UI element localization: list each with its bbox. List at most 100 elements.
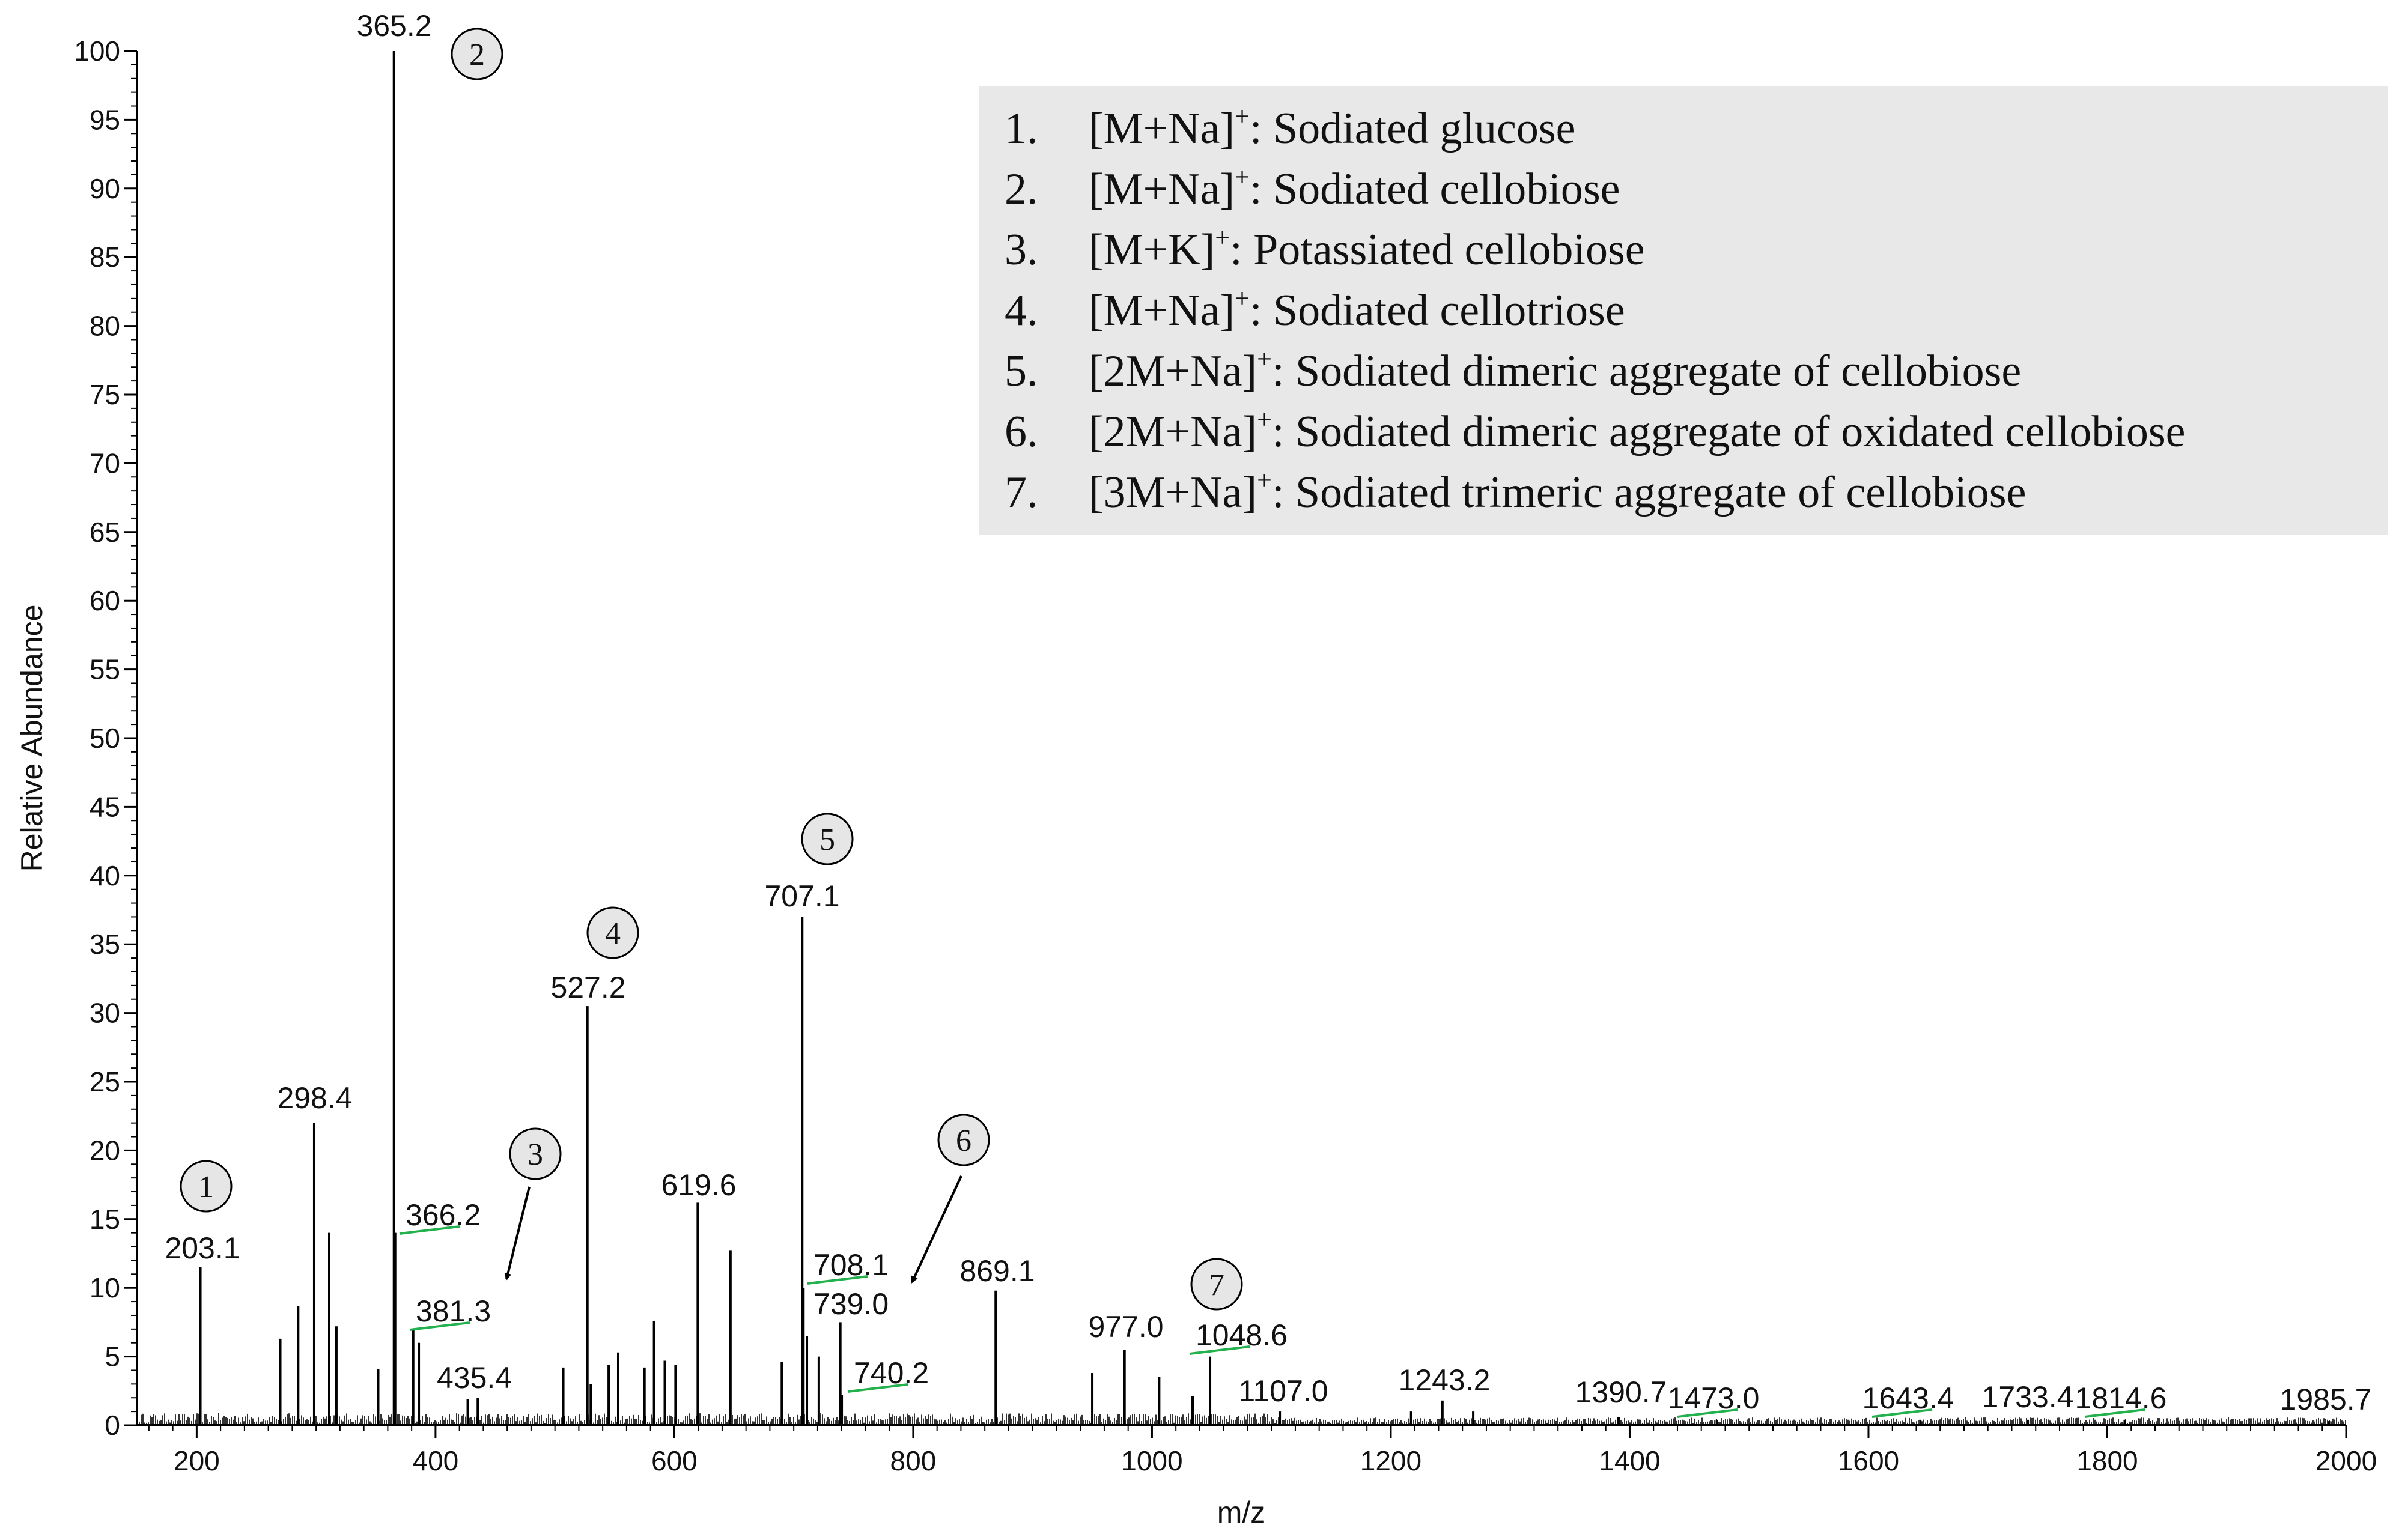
peak-label-707.1: 707.1 (764, 879, 839, 913)
x-tick-label: 400 (413, 1445, 459, 1476)
y-tick-label: 45 (90, 791, 120, 822)
y-tick-label: 10 (90, 1272, 120, 1303)
peak-label-1733.4: 1733.4 (1982, 1380, 2074, 1414)
legend-text: [2M+Na]+: Sodiated dimeric aggregate of … (1089, 405, 2186, 456)
marker-number: 1 (198, 1170, 214, 1204)
peak-label-869.1: 869.1 (959, 1254, 1035, 1288)
peaks (199, 51, 2331, 1425)
legend-entry-5: 5. [2M+Na]+: Sodiated dimeric aggregate o… (1005, 344, 2021, 396)
y-tick-label: 55 (90, 654, 120, 685)
peak-label-435.4: 435.4 (437, 1361, 512, 1395)
x-tick-label: 600 (651, 1445, 698, 1476)
x-tick-label: 2000 (2315, 1445, 2377, 1476)
legend-text: [M+Na]+: Sodiated cellotriose (1089, 283, 1625, 335)
marker-2: 2 (451, 28, 503, 80)
y-tick-label: 5 (105, 1341, 120, 1372)
peak-label-1107.0: 1107.0 (1238, 1374, 1328, 1408)
label-leader (399, 1225, 460, 1235)
y-ticks: 0 5 10 15 20 25 30 35 40 45 50 55 60 65 70 75 80 85 90 95 10… (74, 35, 137, 1441)
label-leader (1871, 1408, 1933, 1418)
legend-text: [M+Na]+: Sodiated cellobiose (1089, 162, 1620, 214)
y-tick-label: 90 (90, 173, 120, 204)
x-tick-label: 800 (890, 1445, 937, 1476)
y-tick-label: 25 (90, 1066, 120, 1097)
legend-text: [M+K]+: Potassiated cellobiose (1089, 223, 1645, 274)
legend-entry-1: 1. [M+Na]+: Sodiated glucose (1005, 102, 1576, 153)
marker-circle (509, 1127, 562, 1180)
y-tick-label: 40 (90, 860, 120, 891)
legend-number: 2. (1005, 165, 1038, 214)
legend-number: 4. (1005, 286, 1038, 335)
label-leader (807, 1275, 868, 1285)
label-leader (1189, 1345, 1250, 1355)
peak-label-1985.7: 1985.7 (2280, 1383, 2372, 1416)
x-tick-label: 1400 (1599, 1445, 1660, 1476)
legend-number: 1. (1005, 104, 1038, 153)
legend-entry-4: 4. [M+Na]+: Sodiated cellotriose (1005, 283, 1625, 335)
legend-text: [3M+Na]+: Sodiated trimeric aggregate of… (1089, 465, 2026, 517)
legend-entry-6: 6. [2M+Na]+: Sodiated dimeric aggregate o… (1005, 405, 2186, 456)
y-tick-label: 15 (90, 1204, 120, 1235)
marker-circle (801, 813, 854, 865)
peak-label-708.1: 708.1 (813, 1248, 889, 1282)
legend-entry-3: 3. [M+K]+: Potassiated cellobiose (1005, 223, 1645, 274)
marker-3: 3 (509, 1127, 562, 1180)
y-tick-label: 50 (90, 723, 120, 754)
marker-circle (1190, 1258, 1243, 1311)
peak-label-365.2: 365.2 (356, 9, 431, 43)
y-tick-label: 0 (105, 1410, 120, 1441)
y-tick-label: 65 (90, 517, 120, 548)
x-tick-label: 1200 (1360, 1445, 1421, 1476)
y-tick-label: 85 (90, 241, 120, 273)
marker-7: 7 (1190, 1258, 1243, 1311)
peak-label-203.1: 203.1 (165, 1231, 240, 1265)
annotation-arrows (504, 1175, 962, 1284)
x-tick-label: 200 (174, 1445, 220, 1476)
x-ticks: 200 400 600 800 1000 1200 1400 1600 1800 2000 (148, 1425, 2377, 1476)
baseline-noise (139, 1413, 2346, 1425)
y-tick-label: 35 (90, 929, 120, 960)
label-leader (409, 1321, 470, 1331)
legend: 1. [M+Na]+: Sodiated glucose 2. [M+Na]+: So… (1005, 102, 2186, 517)
marker-number: 2 (469, 38, 485, 72)
legend-number: 3. (1005, 225, 1038, 274)
peak-label-1048.6: 1048.6 (1196, 1318, 1288, 1352)
legend-entry-7: 7. [3M+Na]+: Sodiated trimeric aggregate … (1005, 465, 2026, 517)
peak-label-977.0: 977.0 (1088, 1310, 1163, 1344)
legend-number: 7. (1005, 468, 1038, 517)
peak-label-1643.4: 1643.4 (1862, 1381, 1954, 1415)
legend-box (979, 86, 2388, 535)
marker-number: 5 (819, 823, 835, 857)
baseline-noise-lines (139, 1413, 2346, 1425)
marker-circle (180, 1160, 233, 1213)
y-tick-label: 70 (90, 447, 120, 479)
marker-1: 1 (180, 1160, 233, 1213)
legend-number: 5. (1005, 347, 1038, 396)
y-tick-label: 95 (90, 104, 120, 135)
marker-circle (937, 1114, 990, 1166)
peak-markers: 1 2 3 4 5 6 7 (180, 28, 1243, 1311)
marker-circle (451, 28, 503, 80)
y-tick-label: 100 (74, 35, 120, 67)
x-tick-label: 1800 (2076, 1445, 2138, 1476)
marker-4: 4 (586, 906, 639, 959)
marker-5: 5 (801, 813, 854, 865)
arrow-marker-6 (911, 1175, 962, 1284)
peak-label-298.4: 298.4 (277, 1081, 352, 1115)
marker-6: 6 (937, 1114, 990, 1166)
marker-number: 3 (528, 1138, 543, 1172)
y-axis-title: Relative Abundance (15, 605, 49, 872)
y-tick-label: 75 (90, 379, 120, 410)
arrow-marker-3 (504, 1186, 531, 1281)
marker-number: 4 (605, 917, 621, 951)
y-tick-label: 30 (90, 998, 120, 1029)
legend-text: [2M+Na]+: Sodiated dimeric aggregate of … (1089, 344, 2021, 396)
legend-text: [M+Na]+: Sodiated glucose (1089, 102, 1576, 153)
peak-label-739.0: 739.0 (813, 1287, 889, 1321)
peak-labels: 203.1298.4365.2366.2381.3435.4527.2619.6… (165, 9, 2372, 1418)
peak-label-366.2: 366.2 (406, 1198, 481, 1232)
marker-circle (586, 906, 639, 959)
marker-number: 7 (1209, 1268, 1224, 1302)
peak-label-1814.6: 1814.6 (2075, 1381, 2167, 1415)
